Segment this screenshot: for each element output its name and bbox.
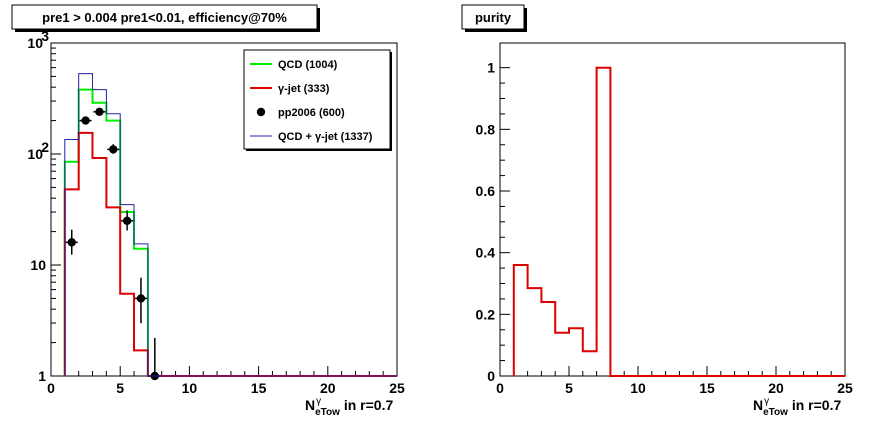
x-tick-label: 25 [389, 380, 405, 396]
x-tick-label: 15 [251, 380, 267, 396]
chart-title: purity [475, 10, 512, 25]
series-line-1 [512, 66, 845, 377]
x-tick-label: 25 [837, 380, 853, 396]
chart-1: pre1 > 0.004 pre1<0.01, efficiency@70% 0 5… [11, 4, 405, 418]
x-tick-label: 5 [116, 380, 124, 396]
legend-entry: pp2006 (600) [278, 107, 345, 119]
data-point [81, 116, 90, 125]
series-line-2 [63, 131, 397, 377]
title-box [461, 4, 525, 30]
y-tick-label: 0 [487, 368, 495, 384]
x-tick-label: 20 [320, 380, 336, 396]
y-tick-label: 0.2 [476, 306, 496, 322]
x-tick-label: 0 [496, 380, 504, 396]
x-tick-label: 10 [182, 380, 198, 396]
x-tick-label: 0 [47, 380, 55, 396]
title-box [11, 4, 318, 30]
legend-entry: QCD (1004) [278, 59, 338, 71]
data-point [67, 238, 76, 247]
y-tick-label: 0.6 [476, 183, 496, 199]
data-point [122, 216, 132, 226]
y-tick-label: 0.8 [476, 121, 496, 137]
y-tick-exponent: 2 [41, 139, 49, 155]
x-axis-title: Nγ eTow in r=0.7 [305, 396, 393, 418]
x-tick-label: 20 [768, 380, 784, 396]
legend-marker [256, 107, 266, 117]
x-axis-title: Nγ eTow in r=0.7 [753, 396, 841, 418]
x-tick-label: 10 [630, 380, 646, 396]
y-tick-label: 1 [487, 60, 495, 76]
y-tick-exponent: 3 [41, 28, 49, 44]
x-tick-label: 15 [699, 380, 715, 396]
data-point [95, 107, 104, 116]
data-point [109, 145, 118, 154]
chart-title: pre1 > 0.004 pre1<0.01, efficiency@70% [42, 10, 287, 25]
legend-box [243, 49, 391, 150]
y-tick-label: 0.4 [476, 245, 496, 261]
y-tick-label: 1 [38, 368, 46, 384]
plot-frame [499, 42, 846, 377]
legend-entry: QCD + γ-jet (1337) [278, 131, 373, 143]
series-line-4 [64, 73, 397, 377]
chart-2: purity 0 5 10 15 20 25 0 0.2 0.4 0.6 0.8 1 Nγ eTow in … [461, 4, 853, 418]
y-tick-label: 10 [27, 146, 43, 162]
x-tick-label: 5 [565, 380, 573, 396]
y-tick-label: 10 [27, 35, 43, 51]
y-tick-label: 10 [30, 257, 46, 273]
data-point [136, 294, 146, 303]
legend-entry: γ-jet (333) [278, 83, 330, 95]
